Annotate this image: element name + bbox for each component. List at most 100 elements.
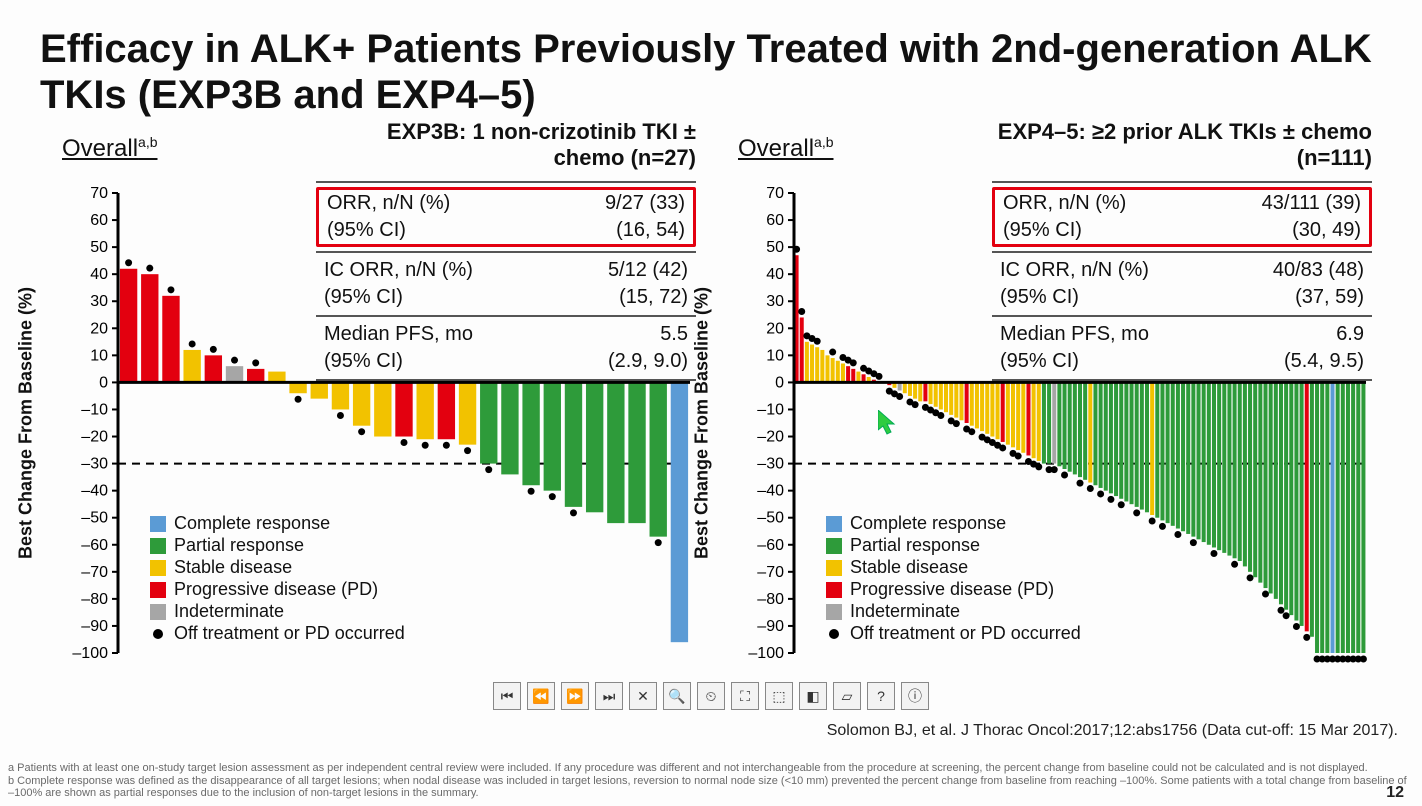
svg-text:–90: –90 [757, 618, 784, 635]
svg-text:10: 10 [766, 347, 784, 364]
legend-item-sd: Stable disease [150, 557, 405, 578]
legend-label: Complete response [174, 513, 330, 534]
svg-text:–50: –50 [757, 510, 784, 527]
legend-swatch [826, 582, 842, 598]
y-axis-label: Best Change From Baseline (%) [692, 287, 713, 559]
player-control-10[interactable]: ▱ [833, 682, 861, 710]
svg-text:–80: –80 [757, 591, 784, 608]
legend-label: Partial response [850, 535, 980, 556]
svg-text:70: 70 [766, 185, 784, 202]
legend-dot-icon [829, 629, 839, 639]
svg-text:–30: –30 [81, 456, 108, 473]
legend-dot-icon [153, 629, 163, 639]
svg-text:30: 30 [766, 293, 784, 310]
svg-text:40: 40 [90, 266, 108, 283]
player-control-7[interactable]: ⛶ [731, 682, 759, 710]
svg-text:–40: –40 [757, 483, 784, 500]
svg-text:50: 50 [766, 239, 784, 256]
svg-text:–70: –70 [757, 564, 784, 581]
overall-text: Overall [62, 135, 138, 162]
player-control-11[interactable]: ? [867, 682, 895, 710]
svg-text:–20: –20 [81, 429, 108, 446]
svg-text:70: 70 [90, 185, 108, 202]
waterfall-chart-exp45: Best Change From Baseline (%) –100–90–80… [716, 173, 1382, 673]
player-control-3[interactable]: ⏭ [595, 682, 623, 710]
subtitle-exp45: EXP4–5: ≥2 prior ALK TKIs ± chemo (n=111… [992, 119, 1372, 171]
svg-text:30: 30 [90, 293, 108, 310]
legend-item-sd: Stable disease [826, 557, 1081, 578]
legend-label: Progressive disease (PD) [850, 579, 1054, 600]
legend-swatch [826, 604, 842, 620]
legend-label: Stable disease [174, 557, 292, 578]
overall-heading-left: Overalla,b [62, 134, 158, 163]
legend-label: Progressive disease (PD) [174, 579, 378, 600]
legend-label: Off treatment or PD occurred [174, 623, 405, 644]
panel-exp45: Overalla,b EXP4–5: ≥2 prior ALK TKIs ± c… [716, 128, 1382, 673]
player-control-6[interactable]: ⏲ [697, 682, 725, 710]
svg-text:–10: –10 [757, 401, 784, 418]
player-control-4[interactable]: ✕ [629, 682, 657, 710]
overall-sup: a,b [138, 134, 157, 150]
svg-text:20: 20 [90, 320, 108, 337]
overall-sup: a,b [814, 134, 833, 150]
svg-text:0: 0 [99, 374, 108, 391]
player-control-8[interactable]: ⬚ [765, 682, 793, 710]
legend-item-pd: Progressive disease (PD) [826, 579, 1081, 600]
legend-item-ind: Indeterminate [826, 601, 1081, 622]
legend-swatch [150, 516, 166, 532]
legend-label: Complete response [850, 513, 1006, 534]
legend-label: Off treatment or PD occurred [850, 623, 1081, 644]
legend-item-cr: Complete response [150, 513, 405, 534]
svg-text:–100: –100 [72, 645, 108, 662]
legend-swatch [150, 604, 166, 620]
footnote-a: a Patients with at least one on-study ta… [8, 762, 1414, 775]
page-number: 12 [1386, 784, 1404, 802]
footnotes: a Patients with at least one on-study ta… [8, 762, 1414, 800]
player-control-9[interactable]: ◧ [799, 682, 827, 710]
svg-text:–90: –90 [81, 618, 108, 635]
svg-text:–30: –30 [757, 456, 784, 473]
panel-exp3b: Overalla,b EXP3B: 1 non-crizotinib TKI ±… [40, 128, 706, 673]
player-control-2[interactable]: ⏩ [561, 682, 589, 710]
svg-text:40: 40 [766, 266, 784, 283]
player-control-0[interactable]: ⏮ [493, 682, 521, 710]
svg-text:–60: –60 [757, 537, 784, 554]
legend-item-dot: Off treatment or PD occurred [826, 623, 1081, 644]
legend-swatch [826, 538, 842, 554]
svg-text:20: 20 [766, 320, 784, 337]
player-control-1[interactable]: ⏪ [527, 682, 555, 710]
svg-text:–10: –10 [81, 401, 108, 418]
svg-text:0: 0 [775, 374, 784, 391]
overall-text: Overall [738, 135, 814, 162]
waterfall-chart-exp3b: Best Change From Baseline (%) –100–90–80… [40, 173, 706, 673]
svg-text:–50: –50 [81, 510, 108, 527]
legend-label: Partial response [174, 535, 304, 556]
legend-swatch [826, 560, 842, 576]
legend-label: Indeterminate [850, 601, 960, 622]
svg-text:–100: –100 [748, 645, 784, 662]
player-controls: ⏮⏪⏩⏭✕🔍⏲⛶⬚◧▱?ⓘ [493, 682, 929, 710]
svg-text:–60: –60 [81, 537, 108, 554]
legend-label: Stable disease [850, 557, 968, 578]
player-control-12[interactable]: ⓘ [901, 682, 929, 710]
legend-exp45: Complete responsePartial responseStable … [826, 512, 1081, 645]
legend-item-pr: Partial response [826, 535, 1081, 556]
svg-text:–80: –80 [81, 591, 108, 608]
player-control-5[interactable]: 🔍 [663, 682, 691, 710]
overall-heading-right: Overalla,b [738, 134, 834, 163]
footnote-b: b Complete response was defined as the d… [8, 775, 1414, 800]
svg-text:10: 10 [90, 347, 108, 364]
legend-swatch [150, 582, 166, 598]
svg-text:–40: –40 [81, 483, 108, 500]
y-axis-label: Best Change From Baseline (%) [16, 287, 37, 559]
legend-item-ind: Indeterminate [150, 601, 405, 622]
svg-text:50: 50 [90, 239, 108, 256]
svg-text:–20: –20 [757, 429, 784, 446]
legend-item-cr: Complete response [826, 513, 1081, 534]
legend-swatch [150, 560, 166, 576]
svg-text:–70: –70 [81, 564, 108, 581]
legend-swatch [826, 516, 842, 532]
svg-text:60: 60 [90, 212, 108, 229]
legend-item-pd: Progressive disease (PD) [150, 579, 405, 600]
svg-text:60: 60 [766, 212, 784, 229]
